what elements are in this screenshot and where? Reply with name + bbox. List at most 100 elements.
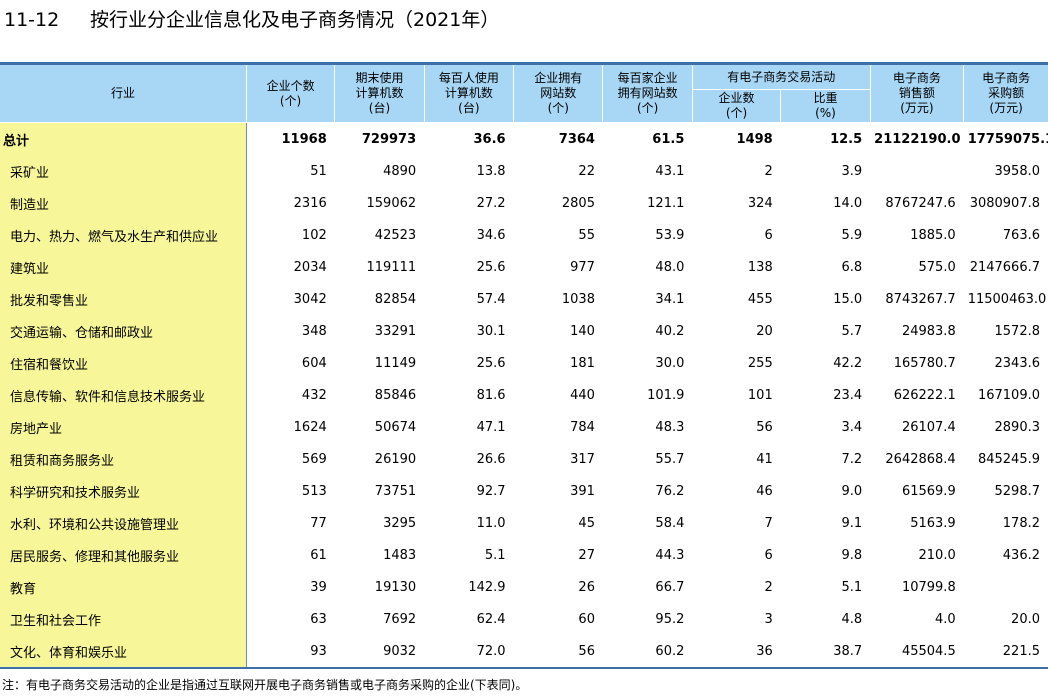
cell-ec-enterprises: 56 (756, 419, 773, 435)
cell-ec-share: 7.2 (841, 451, 863, 467)
header-computers: 期末使用 计算机数 (台) (334, 65, 425, 123)
cell-computers: 159062 (366, 195, 417, 211)
cell-industry: 批发和零售业 (0, 283, 247, 315)
cell-sales: 24983.8 (901, 323, 956, 339)
cell-ec-share: 9.1 (841, 515, 863, 531)
cell-purchases: 221.5 (1002, 643, 1040, 659)
table-number: 11-12 (4, 9, 60, 31)
cell-industry: 科学研究和技术服务业 (0, 475, 247, 507)
cell-computers: 82854 (374, 291, 417, 307)
cell-ec-enterprises: 20 (756, 323, 773, 339)
table-row: 交通运输、仓储和邮政业 348 33291 30.1 140 40.2 20 5.7 24983… (0, 315, 1048, 347)
header-ecommerce-group: 有电子商务交易活动 (692, 65, 871, 90)
cell-ec-share: 4.8 (841, 611, 863, 627)
cell-with-website: 60 (578, 611, 595, 627)
cell-computers-per-100: 62.4 (476, 611, 506, 627)
cell-enterprises: 11968 (246, 122, 335, 155)
table-body: 总计 11968 729973 36.6 7364 61.5 1498 12.5 2112219… (0, 122, 1048, 667)
header-ec-enterprises: 企业数 (个) (692, 89, 782, 123)
cell-computers-per-100: 72.0 (476, 643, 506, 659)
cell-ec-share: 12.5 (780, 122, 871, 155)
table-row: 建筑业 2034 119111 25.6 977 48.0 138 6.8 575.0 21476… (0, 251, 1048, 283)
table-title: 按行业分企业信息化及电子商务情况（2021年） (90, 9, 500, 31)
cell-purchases: 1572.8 (994, 323, 1041, 339)
header-enterprises: 企业个数 (个) (246, 65, 336, 123)
cell-enterprises: 63 (310, 611, 327, 627)
cell-with-website: 7364 (513, 122, 603, 155)
cell-ec-enterprises: 3 (764, 611, 773, 627)
cell-websites-per-100: 55.7 (655, 451, 685, 467)
table-row: 采矿业 51 4890 13.8 22 43.1 2 3.9 3958.0 (0, 155, 1048, 187)
header-computers-per-100: 每百人使用 计算机数 (台) (424, 65, 515, 123)
cell-with-website: 977 (570, 259, 595, 275)
cell-purchases: 845245.9 (977, 451, 1040, 467)
cell-computers-per-100: 25.6 (476, 355, 506, 371)
table-row: 住宿和餐饮业 604 11149 25.6 181 30.0 255 42.2 165780.7… (0, 347, 1048, 379)
cell-purchases: 178.2 (1002, 515, 1040, 531)
cell-websites-per-100: 30.0 (655, 355, 685, 371)
cell-ec-share: 5.1 (841, 579, 863, 595)
cell-industry: 建筑业 (0, 251, 247, 283)
cell-ec-share: 6.8 (841, 259, 863, 275)
cell-with-website: 317 (570, 451, 595, 467)
cell-industry: 交通运输、仓储和邮政业 (0, 315, 247, 347)
cell-purchases: 763.6 (1002, 227, 1040, 243)
cell-ec-enterprises: 138 (747, 259, 773, 275)
cell-computers: 33291 (374, 323, 417, 339)
cell-with-website: 26 (578, 579, 595, 595)
header-purchases: 电子商务 采购额 (万元) (963, 65, 1048, 123)
cell-with-website: 27 (578, 547, 595, 563)
cell-websites-per-100: 48.0 (655, 259, 685, 275)
cell-computers-per-100: 57.4 (476, 291, 506, 307)
header-sales: 电子商务 销售额 (万元) (870, 65, 965, 123)
table-row: 电力、热力、燃气及水生产和供应业 102 42523 34.6 55 53.9 6 5.9 18… (0, 219, 1048, 251)
table-row: 教育 39 19130 142.9 26 66.7 2 5.1 10799.8 (0, 571, 1048, 603)
cell-purchases: 2343.6 (994, 355, 1041, 371)
cell-sales: 626222.1 (893, 387, 956, 403)
header-ec-share: 比重 (%) (780, 89, 871, 123)
table-row: 信息传输、软件和信息技术服务业 432 85846 81.6 440 101.9 101 23… (0, 379, 1048, 411)
cell-sales: 10799.8 (901, 579, 956, 595)
cell-industry: 住宿和餐饮业 (0, 347, 247, 379)
cell-websites-per-100: 44.3 (655, 547, 685, 563)
cell-websites-per-100: 101.9 (647, 387, 685, 403)
cell-sales (870, 155, 964, 187)
cell-websites-per-100: 60.2 (655, 643, 685, 659)
cell-sales: 21122190.0 (870, 122, 964, 155)
cell-computers-per-100: 30.1 (476, 323, 506, 339)
cell-purchases: 20.0 (1011, 611, 1040, 627)
cell-computers: 19130 (374, 579, 417, 595)
table-row: 文化、体育和娱乐业 93 9032 72.0 56 60.2 36 38.7 45504.5 22… (0, 635, 1048, 667)
cell-computers-per-100: 92.7 (476, 483, 506, 499)
cell-computers: 3295 (383, 515, 417, 531)
cell-ec-share: 3.4 (841, 419, 863, 435)
table-row: 批发和零售业 3042 82854 57.4 1038 34.1 455 15.0 874326… (0, 283, 1048, 315)
cell-computers-per-100: 5.1 (484, 547, 506, 563)
cell-ec-share: 23.4 (833, 387, 863, 403)
cell-with-website: 784 (570, 419, 595, 435)
cell-purchases: 5298.7 (994, 483, 1041, 499)
cell-ec-enterprises: 36 (756, 643, 773, 659)
cell-purchases: 17759075.1 (963, 122, 1048, 155)
cell-enterprises: 77 (310, 515, 327, 531)
cell-websites-per-100: 121.1 (647, 195, 685, 211)
cell-ec-enterprises: 1498 (692, 122, 781, 155)
cell-ec-enterprises: 6 (764, 227, 773, 243)
table-row: 水利、环境和公共设施管理业 77 3295 11.0 45 58.4 7 9.1 5163.9 1… (0, 507, 1048, 539)
cell-websites-per-100: 53.9 (655, 227, 685, 243)
cell-websites-per-100: 48.3 (655, 419, 685, 435)
cell-websites-per-100: 66.7 (655, 579, 685, 595)
cell-computers: 73751 (374, 483, 417, 499)
cell-industry: 制造业 (0, 187, 247, 219)
cell-computers: 9032 (383, 643, 417, 659)
cell-computers: 26190 (374, 451, 417, 467)
cell-computers-per-100: 142.9 (468, 579, 506, 595)
header-with-website: 企业拥有 网站数 (个) (513, 65, 604, 123)
cell-computers-per-100: 34.6 (476, 227, 506, 243)
table-row: 卫生和社会工作 63 7692 62.4 60 95.2 3 4.8 4.0 20.0 (0, 603, 1048, 635)
cell-ec-share: 14.0 (833, 195, 863, 211)
cell-computers: 7692 (383, 611, 417, 627)
cell-websites-per-100: 58.4 (655, 515, 685, 531)
statistics-table-container: 行业 企业个数 (个) 期末使用 计算机数 (台) 每百人使用 计算机数 (台) 企业拥有… (0, 62, 1048, 669)
cell-enterprises: 432 (301, 387, 327, 403)
